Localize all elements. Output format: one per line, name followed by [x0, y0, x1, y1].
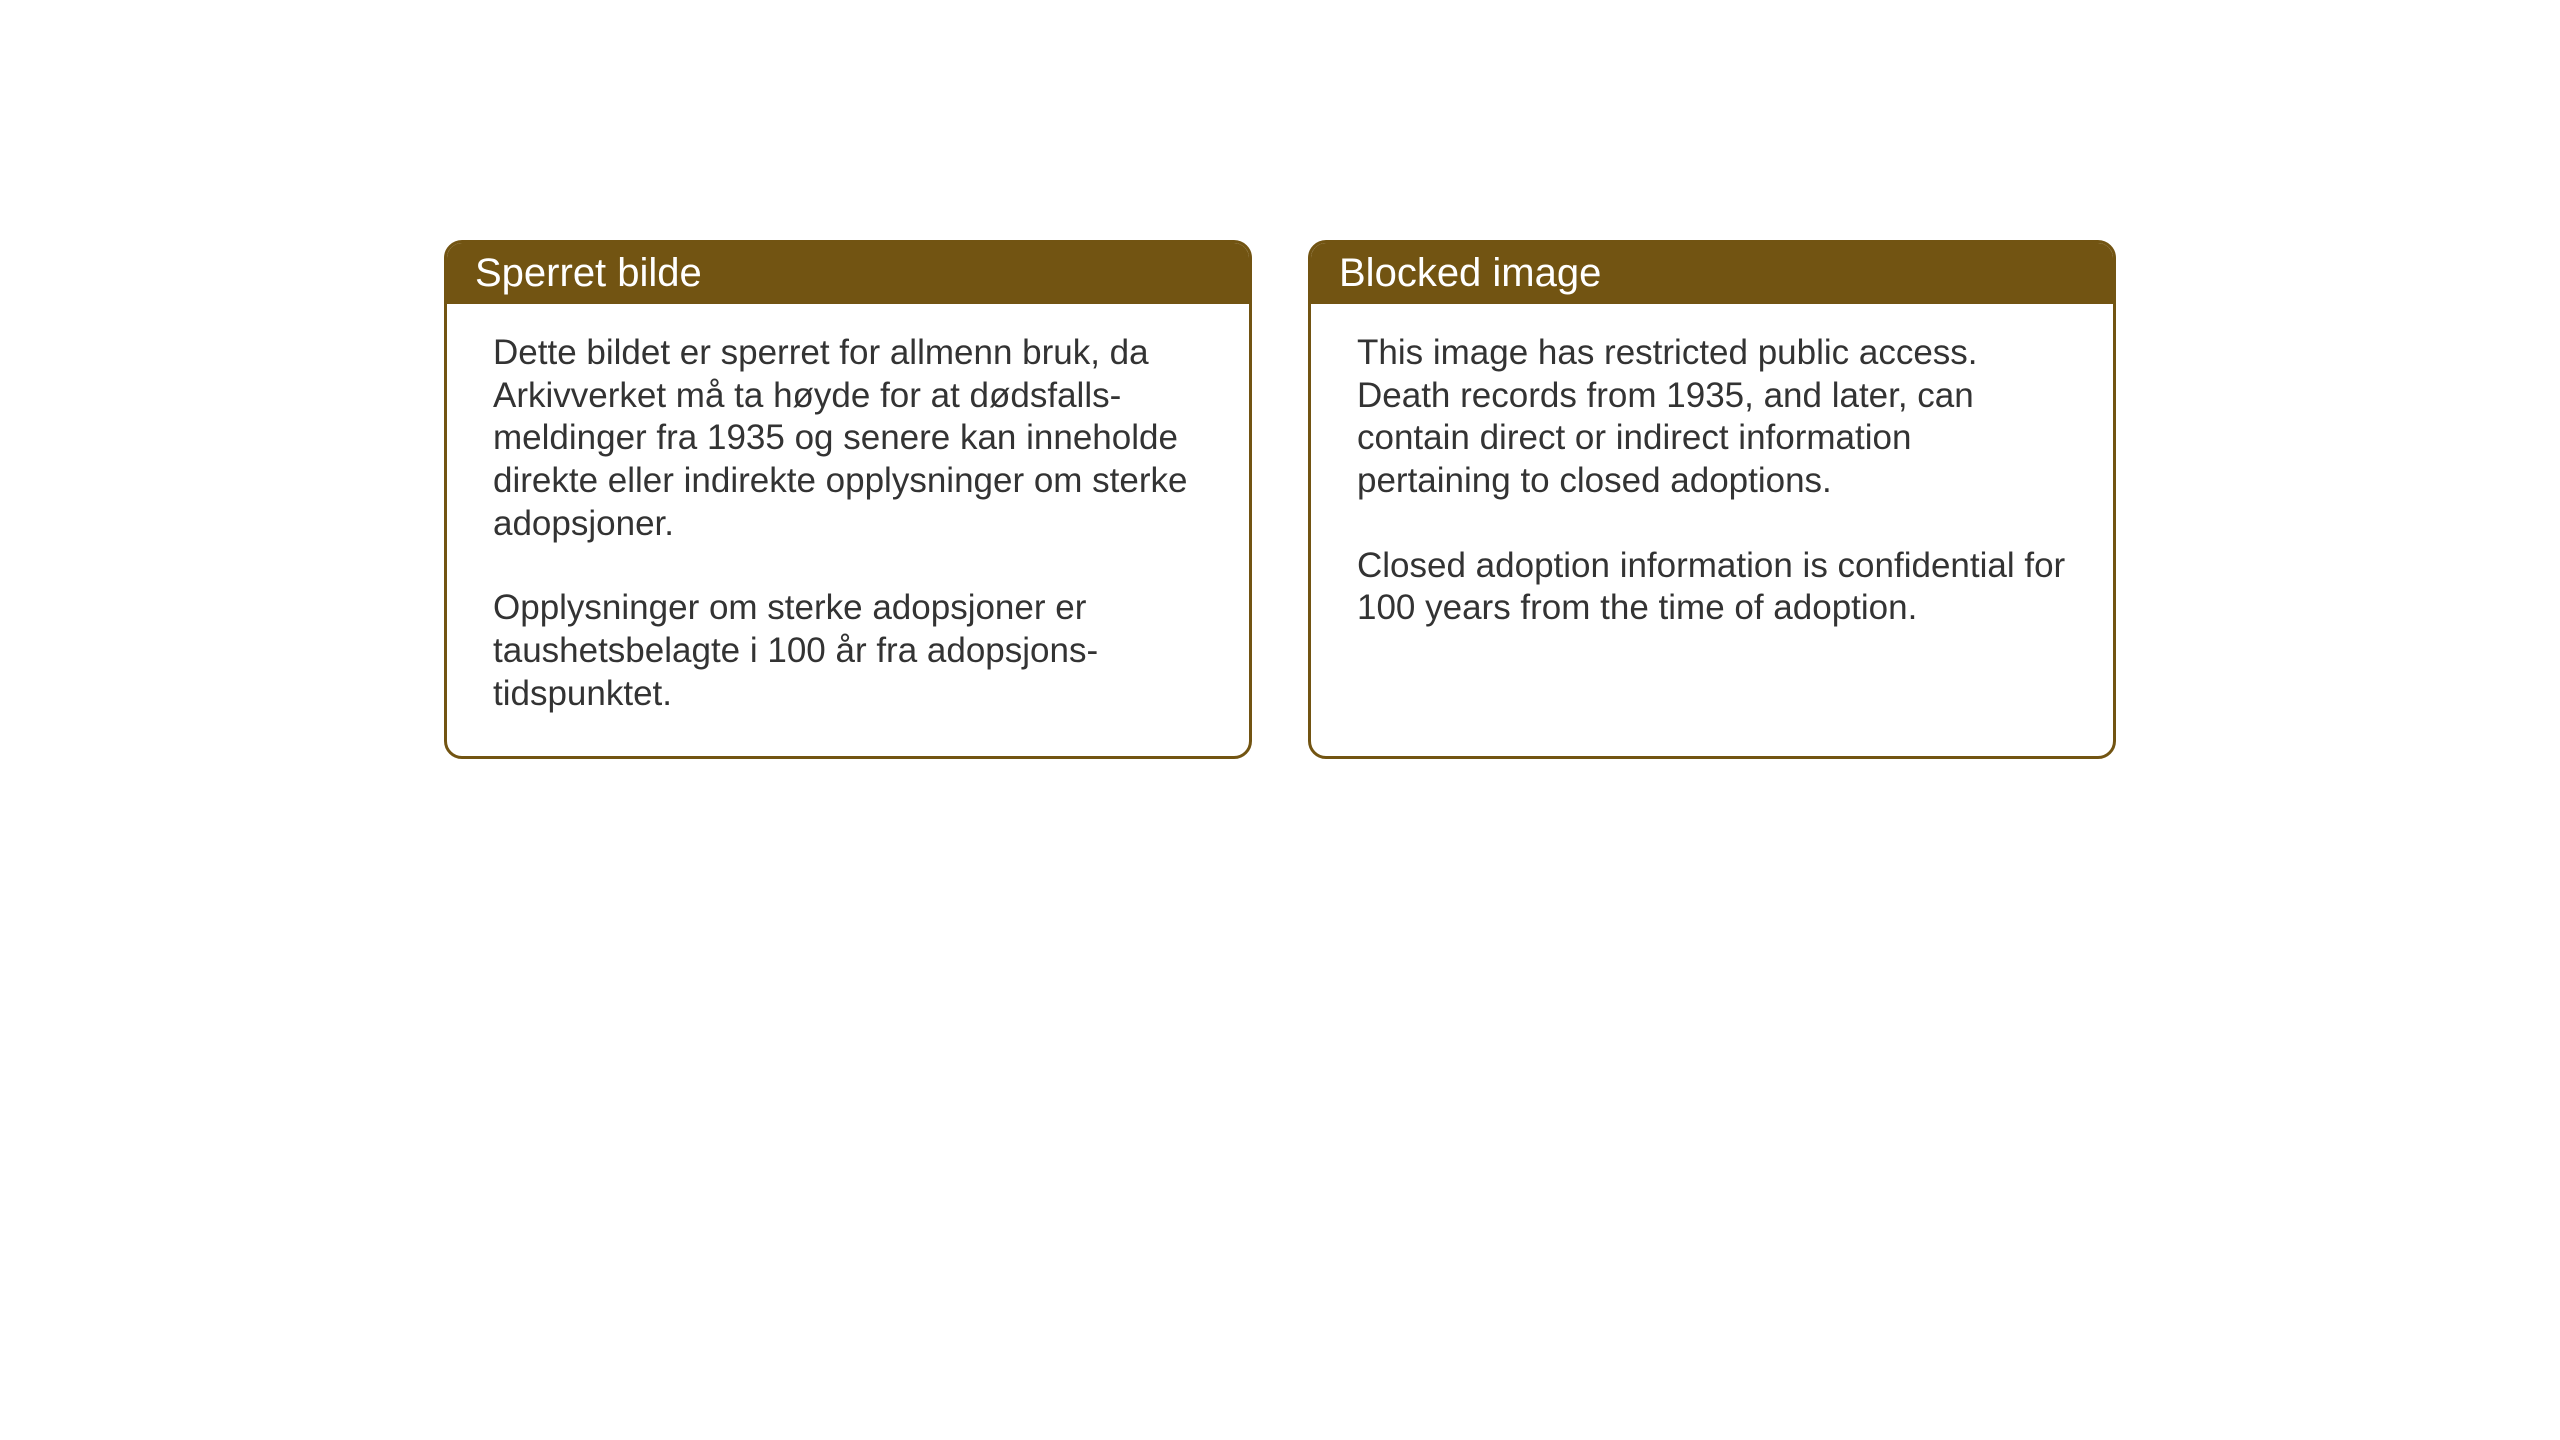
notice-box-english: Blocked image This image has restricted … — [1308, 240, 2116, 759]
notice-body-norwegian: Dette bildet er sperret for allmenn bruk… — [447, 304, 1249, 756]
notice-header-norwegian: Sperret bilde — [447, 243, 1249, 304]
notice-title-english: Blocked image — [1339, 251, 1601, 295]
notice-paragraph-2-english: Closed adoption information is confident… — [1357, 545, 2067, 630]
notice-paragraph-2-norwegian: Opplysninger om sterke adopsjoner er tau… — [493, 587, 1203, 715]
notice-paragraph-1-english: This image has restricted public access.… — [1357, 332, 2067, 503]
notice-container: Sperret bilde Dette bildet er sperret fo… — [444, 240, 2116, 759]
notice-paragraph-1-norwegian: Dette bildet er sperret for allmenn bruk… — [493, 332, 1203, 545]
notice-title-norwegian: Sperret bilde — [475, 251, 702, 295]
notice-body-english: This image has restricted public access.… — [1311, 304, 2113, 670]
notice-box-norwegian: Sperret bilde Dette bildet er sperret fo… — [444, 240, 1252, 759]
notice-header-english: Blocked image — [1311, 243, 2113, 304]
